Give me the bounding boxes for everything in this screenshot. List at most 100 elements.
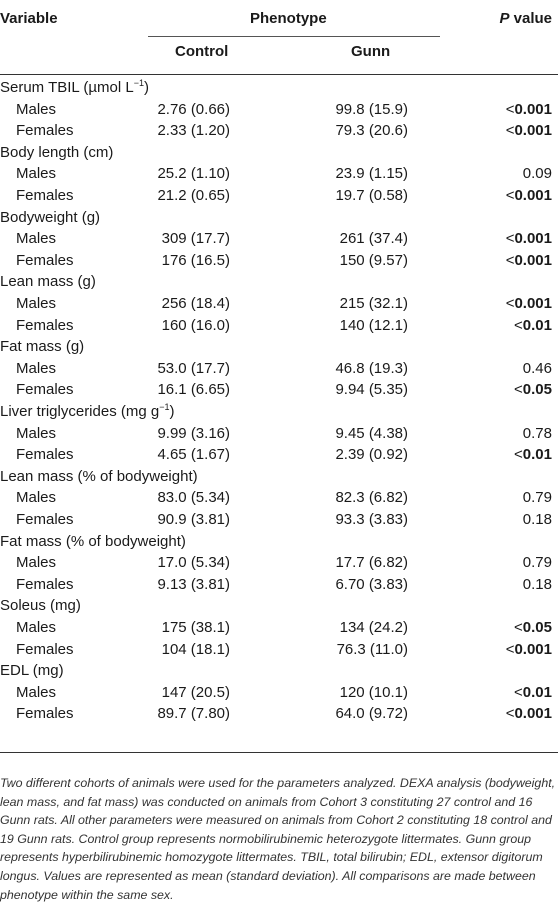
p-value: 0.001 — [514, 100, 552, 118]
header-bottom-rule — [0, 74, 558, 75]
p-value-cell: <0.001 — [506, 120, 552, 142]
p-value-cell: 0.79 — [523, 487, 552, 509]
gunn-value: 215 (32.1) — [339, 295, 408, 312]
header-pvalue-rest: value — [509, 10, 552, 27]
gunn-value: 134 (24.2) — [339, 619, 408, 636]
table-row: Males 2.76 (0.66) 99.8 (15.9) <0.001 — [0, 99, 558, 121]
group-label-row: EDL (mg) — [0, 660, 558, 682]
group-label: Bodyweight (g) — [0, 207, 100, 229]
group-label: Lean mass (% of bodyweight) — [0, 466, 198, 488]
p-value-comparator: < — [514, 446, 523, 464]
sex-label: Females — [16, 640, 74, 658]
table-row: Females 176 (16.5) 150 (9.57) <0.001 — [0, 250, 558, 272]
group-label-suffix: ) — [143, 79, 149, 96]
control-value: 256 (18.4) — [161, 295, 230, 312]
sex-label: Females — [16, 511, 74, 528]
group-label: Serum TBIL (µmol L−1) — [0, 77, 149, 99]
p-value: 0.001 — [514, 187, 552, 204]
group-label-row: Fat mass (% of bodyweight) — [0, 531, 558, 553]
control-value: 147 (20.5) — [161, 683, 230, 701]
p-value-cell: <0.05 — [514, 617, 552, 639]
gunn-value: 23.9 (1.15) — [335, 165, 408, 183]
table-row: Males 256 (18.4) 215 (32.1) <0.001 — [0, 293, 558, 315]
group-label-row: Bodyweight (g) — [0, 207, 558, 229]
control-value: 2.76 (0.66) — [157, 100, 230, 118]
p-value: 0.18 — [522, 575, 552, 593]
group-label-row: Lean mass (g) — [0, 271, 558, 293]
p-value: 0.01 — [522, 446, 552, 464]
gunn-value: 99.8 (15.9) — [335, 100, 408, 118]
p-value-comparator: < — [505, 187, 515, 204]
p-value-cell: <0.001 — [506, 250, 552, 272]
gunn-value: 9.94 (5.35) — [335, 381, 408, 399]
sex-label: Females — [16, 251, 74, 269]
p-value-cell: <0.05 — [514, 379, 552, 401]
control-value: 176 (16.5) — [161, 251, 230, 269]
table-row: Males 175 (38.1) 134 (24.2) <0.05 — [0, 617, 558, 639]
header-phenotype: Phenotype — [250, 10, 327, 27]
table-row: Males 309 (17.7) 261 (37.4) <0.001 — [0, 228, 558, 250]
p-value-comparator: < — [505, 100, 515, 118]
gunn-value: 2.39 (0.92) — [335, 446, 408, 464]
header-variable: Variable — [0, 10, 58, 27]
p-value-cell: <0.001 — [506, 703, 552, 725]
control-value: 90.9 (3.81) — [157, 511, 230, 528]
group-label-text: Bodyweight (g) — [0, 208, 101, 226]
control-value: 9.99 (3.16) — [157, 424, 230, 442]
control-value: 309 (17.7) — [161, 230, 230, 248]
group-label-text: Serum TBIL (µmol L — [0, 79, 134, 96]
table-row: Females 90.9 (3.81) 93.3 (3.83) 0.18 — [0, 509, 558, 531]
p-value: 0.001 — [514, 251, 552, 269]
table-row: Females 4.65 (1.67) 2.39 (0.92) <0.01 — [0, 444, 558, 466]
control-value: 2.33 (1.20) — [157, 122, 230, 140]
gunn-value: 140 (12.1) — [339, 316, 408, 334]
table-row: Males 9.99 (3.16) 9.45 (4.38) 0.78 — [0, 423, 558, 445]
group-label: Soleus (mg) — [0, 595, 81, 617]
p-value: 0.78 — [522, 424, 552, 442]
group-label-text: Soleus (mg) — [0, 597, 81, 615]
control-value: 21.2 (0.65) — [157, 187, 230, 204]
p-value-cell: 0.18 — [523, 509, 552, 531]
gunn-value: 120 (10.1) — [339, 683, 408, 701]
p-value-cell: 0.79 — [523, 552, 552, 574]
p-value-cell: <0.001 — [506, 185, 552, 207]
p-value-comparator: < — [505, 640, 515, 658]
sex-label: Females — [16, 122, 74, 140]
control-value: 9.13 (3.81) — [157, 575, 230, 593]
table-row: Females 21.2 (0.65) 19.7 (0.58) <0.001 — [0, 185, 558, 207]
gunn-value: 46.8 (19.3) — [335, 359, 408, 377]
sex-label: Females — [16, 575, 74, 593]
group-label: Lean mass (g) — [0, 271, 96, 293]
table-row: Females 2.33 (1.20) 79.3 (20.6) <0.001 — [0, 120, 558, 142]
group-label-row: Soleus (mg) — [0, 595, 558, 617]
sex-label: Females — [16, 705, 74, 723]
control-value: 89.7 (7.80) — [157, 705, 230, 723]
control-value: 4.65 (1.67) — [157, 446, 230, 464]
p-value-cell: <0.001 — [506, 293, 552, 315]
header-gunn: Gunn — [351, 43, 391, 60]
p-value-comparator: < — [505, 251, 515, 269]
gunn-value: 93.3 (3.83) — [335, 511, 408, 528]
header-pvalue: P value — [499, 10, 552, 27]
group-label-text: Liver triglycerides (mg g — [0, 403, 160, 420]
p-value-cell: <0.01 — [514, 315, 552, 337]
control-value: 25.2 (1.10) — [157, 165, 230, 183]
group-label-text: EDL (mg) — [0, 662, 64, 680]
p-value-cell: <0.01 — [514, 444, 552, 466]
p-value-comparator: < — [514, 316, 523, 334]
sex-label: Females — [16, 381, 74, 399]
p-value: 0.001 — [514, 705, 552, 723]
table-row: Males 25.2 (1.10) 23.9 (1.15) 0.09 — [0, 163, 558, 185]
p-value: 0.05 — [522, 381, 552, 399]
p-value: 0.05 — [522, 619, 552, 636]
control-value: 83.0 (5.34) — [157, 489, 230, 507]
group-label-row: Liver triglycerides (mg g−1) — [0, 401, 558, 423]
control-value: 16.1 (6.65) — [157, 381, 230, 399]
gunn-value: 261 (37.4) — [339, 230, 408, 248]
group-label-row: Lean mass (% of bodyweight) — [0, 466, 558, 488]
p-value-comparator: < — [505, 705, 515, 723]
group-label-row: Body length (cm) — [0, 142, 558, 164]
table-row: Males 147 (20.5) 120 (10.1) <0.01 — [0, 682, 558, 704]
gunn-value: 150 (9.57) — [339, 251, 408, 269]
table-row: Males 53.0 (17.7) 46.8 (19.3) 0.46 — [0, 358, 558, 380]
